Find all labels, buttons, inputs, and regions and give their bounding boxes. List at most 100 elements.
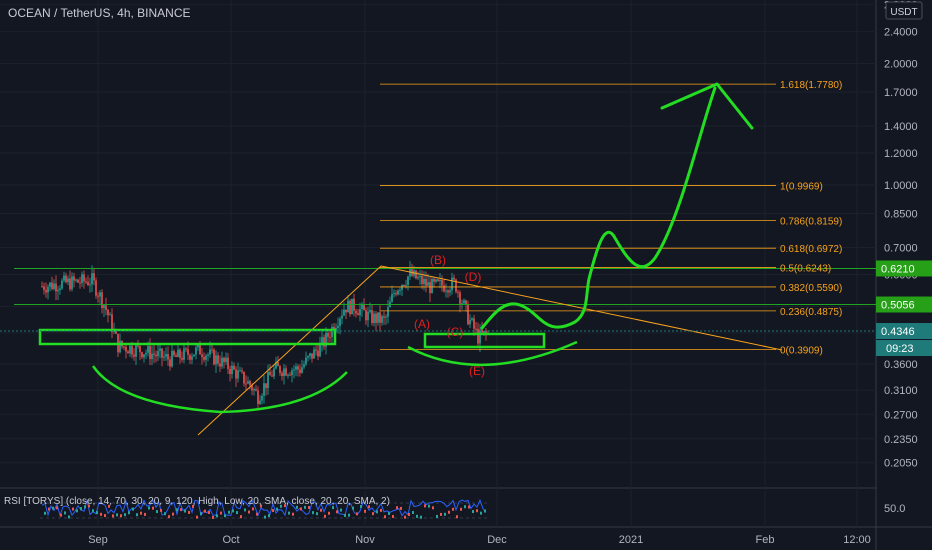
rsi-marker	[220, 511, 222, 515]
time-axis: Sep Oct Nov Dec 2021 Feb 12:00	[88, 534, 871, 546]
candle-body	[139, 346, 141, 353]
candle-body	[175, 355, 177, 357]
candle-body	[69, 278, 71, 290]
rsi-marker	[348, 513, 350, 517]
rsi-marker	[364, 509, 366, 513]
candle-body	[479, 329, 481, 344]
chart-title: OCEAN / TetherUS, 4h, BINANCE	[8, 6, 191, 20]
candle-body	[401, 285, 403, 290]
candle-body	[55, 283, 57, 292]
candle-body	[231, 365, 233, 374]
rsi-marker	[248, 510, 250, 514]
candle-body	[81, 274, 83, 283]
rsi-marker	[116, 513, 118, 517]
candle-body	[435, 279, 437, 282]
candle-body	[203, 357, 205, 360]
rsi-marker	[140, 511, 142, 515]
rsi-marker	[424, 504, 426, 508]
candle-body	[91, 273, 93, 285]
rsi-marker	[344, 513, 346, 517]
candle-body	[267, 371, 269, 389]
rsi-marker	[308, 505, 310, 509]
price-label: 0.5056	[881, 300, 915, 312]
x-tick-label: 2021	[619, 534, 643, 546]
rsi-marker	[300, 507, 302, 511]
candle-body	[249, 381, 251, 386]
rsi-marker	[352, 506, 354, 510]
candle-body	[337, 325, 339, 328]
candle-body	[193, 354, 195, 357]
candle-body	[273, 368, 275, 377]
rsi-marker	[176, 508, 178, 512]
rsi-marker	[472, 510, 474, 514]
rsi-marker	[456, 515, 458, 519]
candle-body	[383, 316, 385, 318]
candle-body	[189, 354, 191, 360]
candle-body	[439, 279, 441, 281]
candle-body	[147, 346, 149, 353]
candle-body	[95, 280, 97, 296]
y-tick-label: 0.2350	[884, 434, 918, 446]
candle-body	[41, 286, 43, 288]
candle-body	[319, 343, 321, 357]
candle-body	[407, 276, 409, 285]
candle-body	[173, 351, 175, 356]
candle-body	[149, 346, 151, 360]
candle-body	[265, 383, 267, 389]
y-tick-label: 0.2050	[884, 458, 918, 470]
rsi-marker	[184, 509, 186, 513]
candle-body	[211, 349, 213, 351]
candle-body	[283, 368, 285, 377]
candle-body	[167, 354, 169, 360]
candle-body	[377, 312, 379, 323]
candle-body	[185, 348, 187, 350]
candle-body	[43, 286, 45, 291]
candle-body	[341, 315, 343, 319]
wave-label: (E)	[469, 364, 485, 378]
candle-body	[327, 333, 329, 337]
rsi-marker	[128, 511, 130, 515]
price-label-box	[876, 260, 932, 277]
rsi-marker	[396, 506, 398, 510]
candle-body	[251, 385, 253, 391]
candle-body	[343, 309, 345, 316]
fib-level-label: 0.236(0.4875)	[780, 307, 842, 318]
candle-body	[473, 318, 475, 329]
candle-body	[127, 351, 129, 354]
candles	[41, 261, 489, 409]
candle-body	[397, 290, 399, 295]
candle-body	[131, 346, 133, 355]
candle-body	[339, 318, 341, 326]
rsi-marker	[376, 510, 378, 514]
candle-body	[289, 374, 291, 376]
candle-body	[51, 282, 53, 289]
x-tick-label: Feb	[756, 534, 775, 546]
rsi-marker	[476, 509, 478, 513]
candle-body	[199, 344, 201, 355]
rsi-marker	[136, 513, 138, 517]
rsi-marker	[180, 508, 182, 512]
candle-body	[215, 355, 217, 365]
rsi-marker	[440, 512, 442, 516]
candle-body	[427, 282, 429, 286]
candle-body	[425, 278, 427, 286]
candle-body	[53, 283, 55, 289]
candle-body	[97, 295, 99, 297]
rsi-marker	[48, 507, 50, 511]
candle-body	[303, 364, 305, 368]
candle-body	[347, 300, 349, 313]
rsi-marker	[112, 514, 114, 518]
fib-level-label: 0.618(0.6972)	[780, 244, 842, 255]
candle-body	[165, 354, 167, 357]
y-tick-label: 0.3600	[884, 359, 918, 371]
currency-box	[885, 1, 923, 20]
rsi-marker	[280, 504, 282, 508]
candle-body	[451, 277, 453, 291]
candle-body	[309, 353, 311, 357]
rsi-marker	[328, 511, 330, 515]
candle-body	[365, 310, 367, 321]
candle-body	[217, 355, 219, 364]
candle-body	[373, 313, 375, 323]
rsi-marker	[320, 508, 322, 512]
